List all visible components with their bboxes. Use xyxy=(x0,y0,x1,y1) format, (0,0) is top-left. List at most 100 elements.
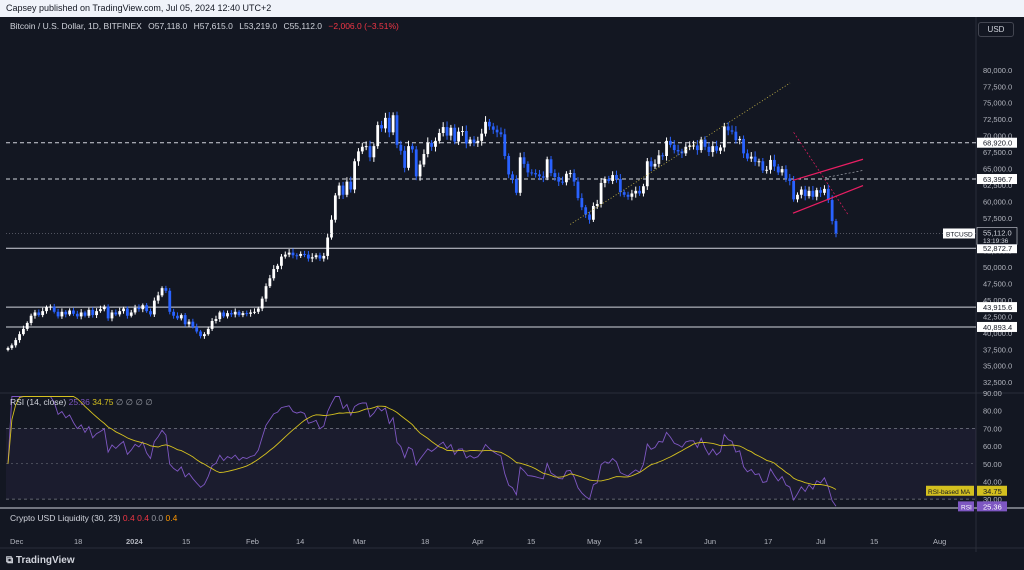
symbol-label-box xyxy=(943,228,975,239)
time-tick-label: 18 xyxy=(74,537,82,546)
candle-body xyxy=(826,188,830,201)
price-tick-label: 45,000.0 xyxy=(983,296,1012,305)
footer: ⧉ TradingView xyxy=(0,552,1024,570)
candle-body xyxy=(68,310,72,315)
candle-body xyxy=(553,173,557,178)
candle-body xyxy=(761,161,765,171)
rsi-line xyxy=(7,396,837,507)
candle-body xyxy=(295,255,299,257)
candle-body xyxy=(191,321,195,327)
rsi-tick-label: 70.00 xyxy=(983,424,1002,433)
candle-body xyxy=(102,306,106,310)
candle-body xyxy=(487,121,491,127)
candle-body xyxy=(303,253,306,255)
price-label-box xyxy=(977,302,1017,313)
candle-body xyxy=(622,192,626,195)
tradingview-logo: ⧉ TradingView xyxy=(6,555,75,566)
candle-body xyxy=(595,203,599,206)
candle-body xyxy=(580,198,584,208)
candle-body xyxy=(33,312,37,316)
candle-body xyxy=(811,190,815,197)
candle-body xyxy=(776,166,780,173)
candle-body xyxy=(114,312,118,315)
channel-lower-line xyxy=(792,184,864,214)
liquidity-value-4: 0.4 xyxy=(165,513,178,523)
channel-upper-line xyxy=(792,158,864,181)
candle-body xyxy=(530,172,534,174)
candle-body xyxy=(495,129,499,133)
candle-body xyxy=(349,181,353,190)
candle-body xyxy=(291,252,295,256)
candle-body xyxy=(534,173,538,175)
price-tick-label: 35,000.0 xyxy=(983,362,1012,371)
candle-body xyxy=(457,131,460,142)
candle-body xyxy=(183,315,187,325)
candle-body xyxy=(283,254,287,257)
rsi-extra: ∅ ∅ ∅ ∅ xyxy=(115,397,153,407)
candle-body xyxy=(576,181,580,199)
candle-body xyxy=(237,311,241,316)
candle-body xyxy=(769,159,772,170)
candle-body xyxy=(642,186,645,194)
candle-body xyxy=(557,177,561,182)
candle-body xyxy=(129,312,133,316)
candle-body xyxy=(472,139,476,143)
candle-body xyxy=(669,140,672,145)
candle-body xyxy=(407,146,410,168)
time-tick-label: Dec xyxy=(10,537,24,546)
price-tick-label: 57,500.0 xyxy=(983,214,1012,223)
candle-body xyxy=(45,307,48,312)
candle-body xyxy=(137,307,141,310)
time-tick-label: 2024 xyxy=(126,537,144,546)
price-level-label: 63,396.7 xyxy=(983,175,1012,184)
support-trendline xyxy=(570,82,791,225)
price-chart[interactable]: 32,500.0 35,000.0 37,500.0 40,000.0 42,500.0… xyxy=(0,17,1024,552)
candle-body xyxy=(141,305,145,310)
candle-body xyxy=(60,311,64,317)
candle-body xyxy=(746,153,749,159)
candle-body xyxy=(676,150,680,152)
candle-body xyxy=(14,340,18,346)
candle-body xyxy=(503,134,507,156)
time-tick-label: 14 xyxy=(634,537,642,546)
candle-body xyxy=(461,131,464,133)
candle-body xyxy=(518,157,522,193)
candle-body xyxy=(18,334,21,341)
candle-body xyxy=(441,127,445,133)
candle-body xyxy=(634,190,638,194)
low-value: L53,219.0 xyxy=(239,21,278,31)
candle-body xyxy=(719,147,722,151)
candle-body xyxy=(665,140,668,156)
candle-body xyxy=(672,144,676,151)
candle-body xyxy=(803,189,807,197)
candle-body xyxy=(711,146,715,153)
candle-body xyxy=(75,313,79,317)
candle-body xyxy=(37,312,41,316)
candle-body xyxy=(326,237,330,256)
currency-button[interactable]: USD xyxy=(978,22,1014,37)
rsi-value: 25.36 xyxy=(68,397,90,407)
last-price-box xyxy=(976,227,1018,245)
candle-body xyxy=(780,169,784,173)
candle-body xyxy=(603,179,607,183)
candle-body xyxy=(541,176,545,178)
publish-bar: Capsey published on TradingView.com, Jul… xyxy=(0,0,1024,17)
rsi-header: RSI (14, close) 25.36 34.75 ∅ ∅ ∅ ∅ xyxy=(10,397,153,408)
price-label-box xyxy=(977,243,1017,254)
candle-body xyxy=(549,159,553,174)
candle-body xyxy=(206,328,210,335)
candle-body xyxy=(445,127,449,136)
candle-body xyxy=(391,115,395,133)
candle-body xyxy=(10,345,14,348)
price-tick-label: 40,000.0 xyxy=(983,329,1012,338)
candle-body xyxy=(591,205,595,220)
candle-body xyxy=(403,150,407,168)
candle-body xyxy=(95,311,98,316)
candle-body xyxy=(730,130,734,132)
candle-body xyxy=(499,132,503,135)
candle-body xyxy=(615,175,618,179)
price-tick-label: 70,000.0 xyxy=(983,132,1012,141)
candle-body xyxy=(337,185,341,196)
candle-body xyxy=(649,161,653,167)
candle-body xyxy=(368,146,372,158)
